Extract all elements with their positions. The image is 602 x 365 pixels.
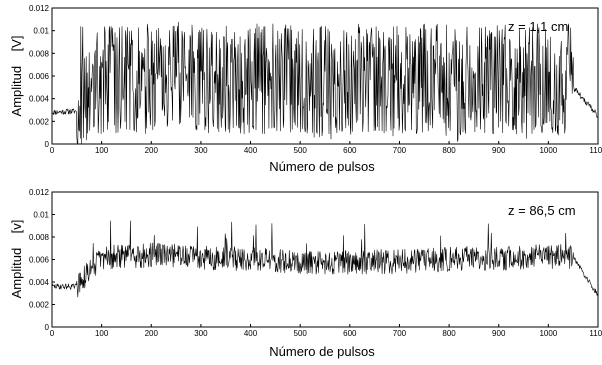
bottom-chart-series-line	[51, 220, 599, 298]
bottom-chart-y-tick-label: 0	[45, 323, 50, 332]
bottom-chart-x-tick-label: 900	[492, 329, 506, 338]
top-chart-x-tick-label: 900	[492, 146, 506, 155]
top-chart-y-tick-label: 0.006	[29, 72, 50, 81]
bottom-chart-x-tick-label: 600	[343, 329, 357, 338]
bottom-chart-y-axis-label: Amplitud [v]	[9, 220, 24, 299]
bottom-chart-annotation: z = 86,5 cm	[508, 203, 576, 218]
bottom-chart-y-tick-label: 0.006	[29, 256, 50, 265]
bottom-chart-x-tick-label: 100	[95, 329, 109, 338]
top-chart-y-tick-label: 0.002	[29, 117, 50, 126]
top-chart-x-tick-label: 500	[294, 146, 308, 155]
top-chart-x-tick-label: 100	[95, 146, 109, 155]
top-chart-x-tick-label: 800	[442, 146, 456, 155]
bottom-chart-y-tick-label: 0.002	[29, 301, 50, 310]
top-chart-x-tick-label: 700	[393, 146, 407, 155]
bottom-chart-y-tick-label: 0.012	[29, 188, 50, 197]
top-chart-x-tick-label: 600	[343, 146, 357, 155]
bottom-chart-x-tick-label: 200	[145, 329, 159, 338]
bottom-chart-x-tick-label: 0	[50, 329, 55, 338]
top-chart-y-axis-label: Amplitud [V]	[9, 36, 24, 117]
top-chart-annotation: z = 1,1 cm	[508, 19, 568, 34]
top-chart-x-tick-label: 0	[50, 146, 55, 155]
bottom-chart-x-tick-label: 400	[244, 329, 258, 338]
top-chart-x-tick-label: 400	[244, 146, 258, 155]
top-chart-y-tick-label: 0.012	[29, 4, 50, 13]
bottom-chart-x-tick-label: 1000	[539, 329, 557, 338]
bottom-chart-y-tick-label: 0.01	[33, 211, 49, 220]
top-chart-y-tick-label: 0	[45, 140, 50, 149]
top-chart-panel: z = 1,1 cm Número de pulsos Amplitud [V]…	[9, 4, 602, 174]
bottom-chart-x-tick-label: 800	[442, 329, 456, 338]
top-chart-x-axis-label: Número de pulsos	[269, 159, 375, 174]
bottom-chart-panel: z = 86,5 cm Número de pulsos Amplitud [v…	[9, 188, 602, 359]
bottom-chart-x-tick-label: 300	[194, 329, 208, 338]
bottom-chart-x-axis-label: Número de pulsos	[269, 344, 375, 359]
bottom-chart-y-tick-label: 0.008	[29, 233, 50, 242]
top-chart-x-tick-label: 1000	[539, 146, 557, 155]
bottom-chart-x-tick-label: 700	[393, 329, 407, 338]
bottom-chart-y-tick-label: 0.004	[29, 278, 50, 287]
top-chart-y-tick-label: 0.008	[29, 49, 50, 58]
top-chart-x-tick-label: 300	[194, 146, 208, 155]
top-chart-y-tick-label: 0.004	[29, 95, 50, 104]
top-chart-series-line	[51, 21, 599, 145]
bottom-chart-x-tick-label: 500	[294, 329, 308, 338]
top-chart-y-tick-label: 0.01	[33, 27, 49, 36]
top-chart-x-tick-label: 200	[145, 146, 159, 155]
